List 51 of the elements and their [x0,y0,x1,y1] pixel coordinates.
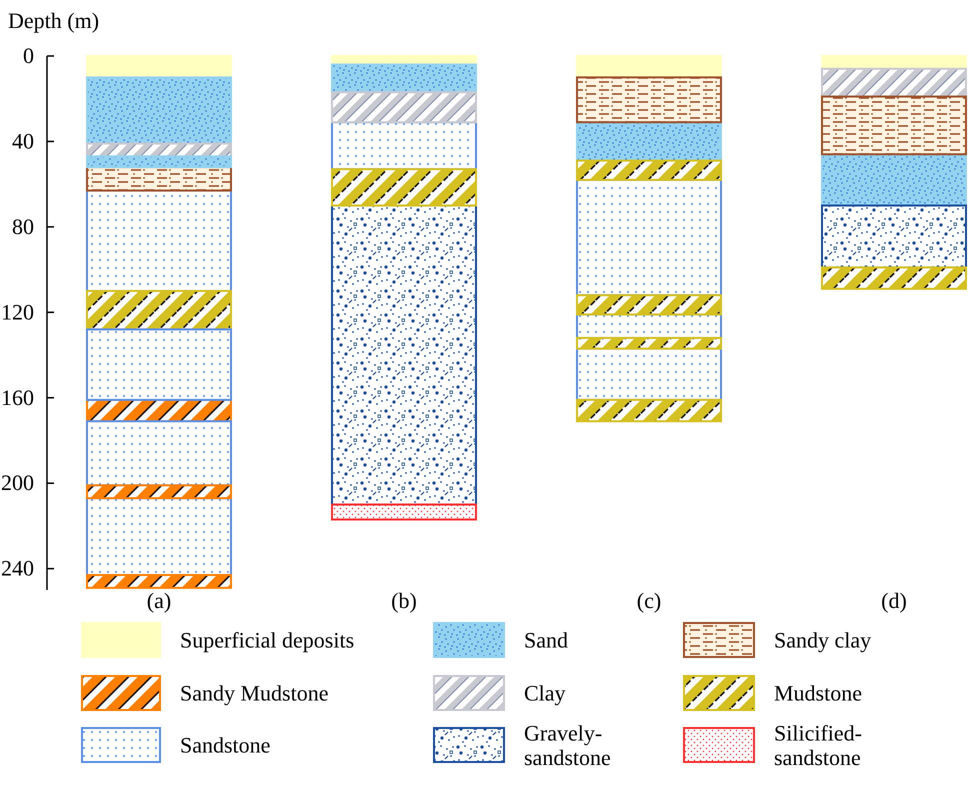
bar [576,121,722,162]
y-tick-label: 0 [23,43,34,68]
bar [576,160,722,181]
bar [576,336,722,350]
legend-label: Sandy clay [774,628,872,653]
bar [86,190,232,292]
bar [331,91,477,124]
bar [821,204,967,268]
bar [86,497,232,576]
bar [86,290,232,330]
x-tick-label: (a) [146,588,172,613]
y-tick-label: 240 [1,556,34,581]
x-tick-label: (b) [391,588,417,613]
legend-label: Sandy Mudstone [180,680,328,706]
y-axis-title: Depth (m) [8,8,100,33]
bar [576,178,722,296]
legend-label: Clay [524,680,566,706]
bar [331,168,477,207]
bar [576,398,722,422]
bar [86,484,232,500]
bar [331,64,477,94]
legend-label: Mudstone [774,680,862,706]
bar [331,204,477,506]
bar [86,55,232,78]
bar [821,68,967,98]
bar [576,55,722,78]
y-tick-label: 200 [1,470,34,496]
bar [821,96,967,156]
bar [86,76,232,145]
bar [331,121,477,170]
legend-label: Gravely-sandstone [524,720,611,770]
y-tick-label: 120 [1,299,34,324]
bar [576,76,722,124]
bar [86,166,232,192]
bar [331,504,477,521]
bar [576,294,722,316]
legend-label: Superficial deposits [180,628,354,653]
bar [86,155,232,168]
legend-label: Sand [524,628,568,653]
bar [86,420,232,486]
legend-label: Silicified-sandstone [774,720,862,770]
bar [821,266,967,290]
bar [86,328,232,401]
y-tick-label: 80 [12,214,34,239]
bar [576,348,722,401]
y-tick-label: 40 [12,128,34,154]
bar [86,574,232,589]
legend-label: Sandstone [180,732,270,758]
x-tick-label: (d) [881,588,907,613]
x-tick-label: (c) [636,588,662,613]
y-tick-label: 160 [1,384,34,410]
